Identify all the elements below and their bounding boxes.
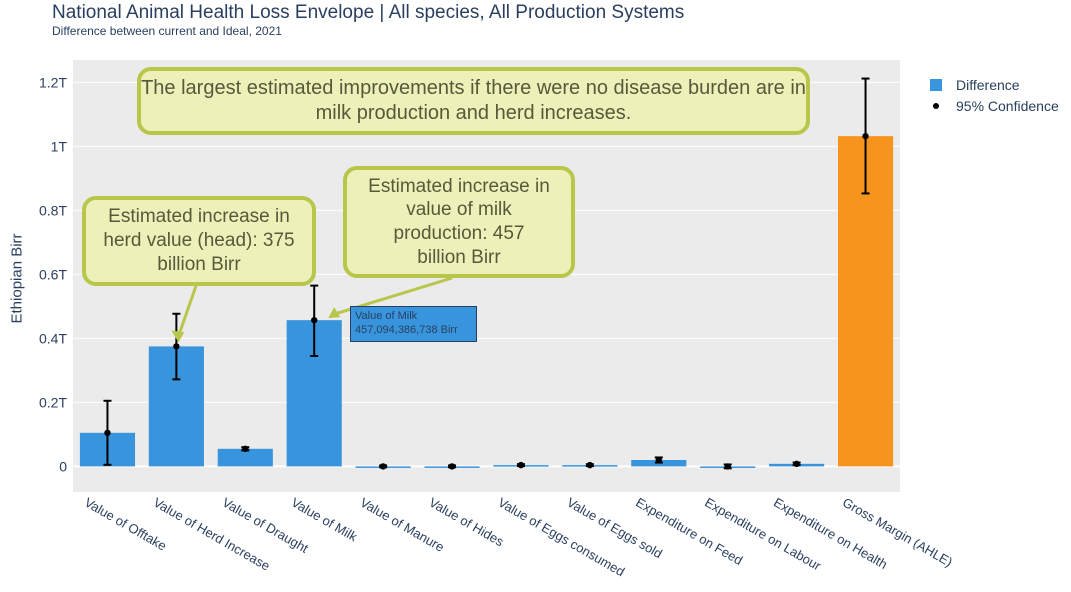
- x-tick-label: Gross Margin (AHLE): [840, 495, 955, 570]
- x-tick-label: Value of Eggs consumed: [495, 495, 627, 580]
- callout-herd-text: Estimated increase in herd value (head):…: [103, 206, 295, 275]
- legend-marker-confidence: [933, 102, 939, 109]
- chart-subtitle: Difference between current and Ideal, 20…: [52, 24, 282, 38]
- callout-herd: Estimated increase in herd value (head):…: [82, 196, 316, 286]
- confidence-point: [586, 461, 594, 469]
- callout-milk: Estimated increase in value of milk prod…: [343, 166, 575, 278]
- confidence-point: [655, 456, 662, 464]
- tooltip-value: 457,094,386,738 Birr: [355, 324, 458, 336]
- hover-tooltip: Value of Milk 457,094,386,738 Birr: [350, 306, 477, 342]
- y-tick-label: 0.2T: [39, 394, 67, 410]
- confidence-point: [173, 343, 180, 350]
- callout-milk-text: Estimated increase in value of milk prod…: [368, 175, 550, 268]
- x-tick-label: Value of Herd Increase: [151, 495, 273, 574]
- y-tick-label: 0.4T: [39, 330, 67, 346]
- confidence-point: [793, 460, 800, 468]
- x-tick-label: Expenditure on Labour: [702, 495, 824, 574]
- error-bars: [103, 77, 870, 470]
- confidence-point: [862, 132, 869, 140]
- legend-swatch-difference: [930, 78, 942, 91]
- callout-arrow-herd: [176, 285, 198, 337]
- confidence-point: [448, 463, 456, 470]
- legend-item-confidence[interactable]: 95% Confidence: [930, 95, 1059, 116]
- confidence-point: [517, 461, 525, 469]
- callout-arrowhead-milk: [328, 307, 341, 319]
- y-tick-label: 1T: [51, 138, 68, 154]
- legend-item-difference[interactable]: Difference: [930, 74, 1059, 95]
- confidence-point: [242, 445, 249, 452]
- tooltip-title: Value of Milk: [355, 310, 418, 322]
- y-tick-label: 1.2T: [39, 74, 67, 90]
- legend-label-difference: Difference: [956, 76, 1020, 93]
- legend: Difference 95% Confidence: [930, 74, 1059, 116]
- legend-label-confidence: 95% Confidence: [956, 97, 1059, 114]
- callout-arrowhead-herd: [171, 330, 185, 343]
- chart-title: National Animal Health Loss Envelope | A…: [52, 2, 685, 23]
- confidence-point: [311, 316, 318, 324]
- y-tick-label: 0.6T: [39, 266, 67, 282]
- confidence-point: [724, 463, 731, 470]
- callout-main: The largest estimated improvements if th…: [137, 67, 810, 135]
- y-ticks: 0 0.2T 0.4T 0.6T 0.8T 1T 1.2T: [39, 74, 67, 474]
- confidence-point: [379, 463, 387, 470]
- bar: [217, 448, 273, 467]
- x-tick-label: Expenditure on Health: [771, 495, 890, 572]
- callout-main-text: The largest estimated improvements if th…: [141, 77, 806, 124]
- y-tick-label: 0.8T: [39, 202, 67, 218]
- confidence-point: [104, 429, 111, 436]
- y-tick-label: 0: [59, 458, 67, 474]
